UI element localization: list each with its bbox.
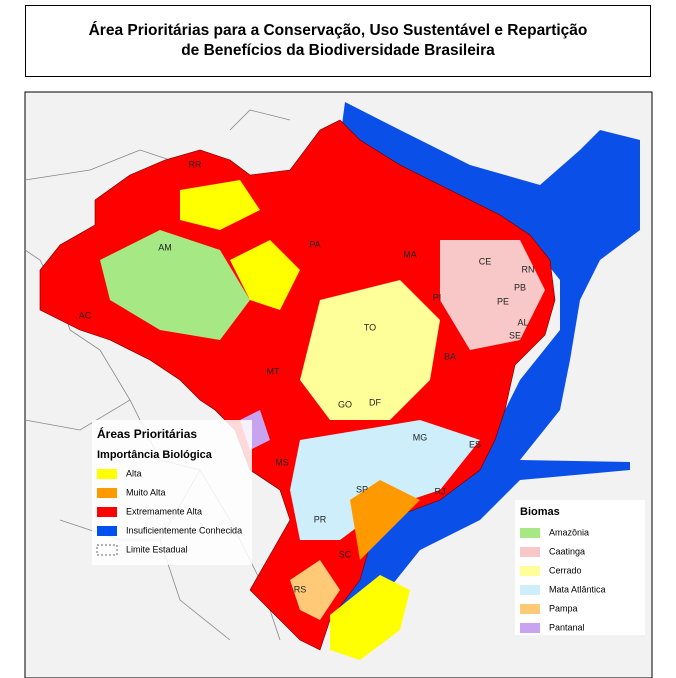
legend-swatch — [520, 585, 540, 595]
mata-atlantica-patch — [290, 420, 480, 540]
legend-background — [92, 420, 252, 565]
title-line: de Benefícios da Biodiversidade Brasilei… — [181, 42, 495, 59]
state-label: SC — [339, 549, 352, 559]
legend-label: Caatinga — [549, 546, 585, 556]
alta-patch — [180, 180, 260, 230]
alta-patch — [330, 575, 410, 660]
legend-label: Muito Alta — [126, 487, 166, 497]
state-label: PR — [314, 514, 327, 524]
state-label: AM — [158, 242, 172, 252]
legend-subtitle: Importância Biológica — [97, 449, 213, 461]
state-label: ES — [469, 439, 481, 449]
state-label: PA — [309, 239, 320, 249]
legend-label: Extremamente Alta — [126, 506, 202, 516]
legend-label: Insuficientemente Conhecida — [126, 525, 242, 535]
state-label: RJ — [435, 486, 446, 496]
state-label: SE — [509, 330, 521, 340]
title-box: Área Prioritárias para a Conservação, Us… — [25, 5, 651, 77]
legend-swatch — [96, 544, 118, 556]
legend-label: Pampa — [549, 603, 578, 613]
legend-label: Amazônia — [549, 527, 589, 537]
state-label: DF — [369, 397, 381, 407]
muito-alta-patch — [350, 480, 420, 560]
ocean-area — [300, 102, 640, 620]
biome-patches — [100, 180, 545, 660]
amazonia-patch — [100, 230, 250, 340]
state-label: GO — [338, 399, 352, 409]
state-label: BA — [444, 351, 456, 361]
legend-areas: Áreas Prioritárias Importância Biológica… — [92, 420, 252, 565]
legend-title: Áreas Prioritárias — [97, 426, 197, 441]
state-label: MS — [275, 457, 289, 467]
state-label: PB — [514, 282, 526, 292]
state-label: RS — [294, 584, 307, 594]
state-label: AL — [517, 317, 528, 327]
legend-swatch — [520, 566, 540, 576]
legend-label: Cerrado — [549, 565, 582, 575]
state-label: MG — [413, 432, 428, 442]
pampa-patch — [290, 560, 340, 620]
legend-label: Limite Estadual — [126, 544, 188, 554]
legend-swatch — [520, 547, 540, 557]
legend-label: Alta — [126, 468, 142, 478]
state-label: MT — [267, 366, 280, 376]
legend-label: Mata Atlântica — [549, 584, 606, 594]
state-label: AC — [79, 310, 92, 320]
legend-swatch — [520, 604, 540, 614]
legend-label: Pantanal — [549, 622, 585, 632]
title-line: Área Prioritárias para a Conservação, Us… — [88, 22, 588, 39]
state-label: RN — [522, 264, 535, 274]
state-label: TO — [364, 322, 376, 332]
legend-biomas: Biomas Amazônia Caatinga Cerrado Mata Atlân… — [515, 500, 645, 635]
legend-swatch — [97, 488, 117, 498]
state-label: MA — [403, 249, 417, 259]
legend-swatch — [520, 623, 540, 633]
state-label: PE — [497, 296, 509, 306]
state-label: PI — [433, 292, 442, 302]
legend-title: Biomas — [520, 506, 560, 518]
legend-swatch — [520, 528, 540, 538]
state-labels: RR AM PA MA CE RN PB PE AL SE PI TO BA MT GO DF MG ES MS SP… — [79, 159, 535, 594]
legend-swatch — [97, 526, 117, 536]
state-label: RR — [189, 159, 202, 169]
alta-patch — [230, 240, 300, 310]
cerrado-patch — [300, 280, 440, 420]
legend-swatch — [97, 507, 117, 517]
state-label: CE — [479, 256, 492, 266]
state-label: SP — [356, 484, 368, 494]
legend-swatch — [97, 469, 117, 479]
caatinga-patch — [440, 240, 545, 350]
